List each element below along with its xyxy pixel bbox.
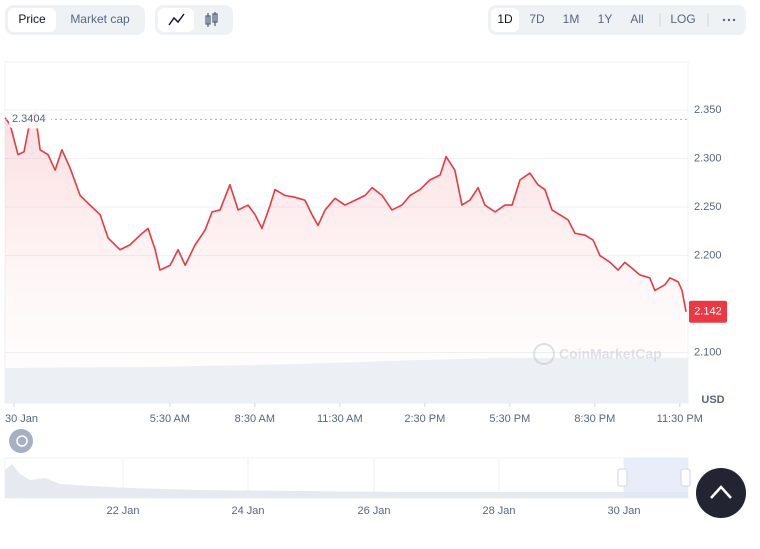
candle-icon[interactable] (205, 12, 218, 27)
price-line (4, 111, 687, 312)
x-tick-label: 11:30 AM (317, 413, 363, 425)
range-button[interactable]: 1Y (598, 12, 613, 26)
price-area (5, 111, 687, 404)
x-tick-label: 8:30 AM (235, 413, 275, 425)
x-tick-label: 30 Jan (5, 413, 38, 425)
x-tick-label: 5:30 AM (150, 413, 190, 425)
navigator-label: 30 Jan (607, 505, 640, 517)
y-tick-label: 2.100 (694, 346, 722, 358)
last-price-tag (689, 300, 727, 323)
history-button[interactable] (9, 429, 33, 453)
range-selected-bg (491, 8, 519, 32)
more-button[interactable] (722, 18, 736, 22)
x-tick-label: 11:30 PM (657, 413, 703, 425)
history-icon (16, 435, 28, 447)
range-button[interactable]: All (630, 12, 643, 26)
tab-selected-bg (8, 8, 56, 32)
watermark-text: CoinMarketCap (559, 346, 662, 362)
y-tick-label: 2.300 (694, 152, 722, 164)
x-tick-label: 2:30 PM (404, 413, 445, 425)
navigator-area (5, 464, 688, 498)
x-tick-label: 8:30 PM (574, 413, 615, 425)
navigator-label: 26 Jan (357, 505, 390, 517)
navigator-handle[interactable] (617, 468, 628, 487)
log-button[interactable]: LOG (670, 12, 695, 26)
line-icon (168, 13, 185, 26)
navigator-label: 28 Jan (482, 505, 515, 517)
scroll-top-button[interactable] (696, 468, 746, 518)
range-button[interactable]: 7D (529, 12, 545, 26)
y-tick-label: 2.200 (694, 249, 722, 261)
reference-label: 2.3404 (12, 113, 46, 125)
volume-area (5, 358, 688, 403)
y-tick-label: 2.350 (694, 104, 722, 116)
reference-tag-bg (9, 110, 51, 129)
navigator-handle[interactable] (680, 468, 691, 487)
y-tick-label: 2.250 (694, 201, 722, 213)
navigator-label: 24 Jan (231, 505, 264, 517)
range-button[interactable]: 1D (497, 12, 513, 26)
tab-button[interactable]: Market cap (70, 12, 130, 26)
range-group (488, 5, 746, 35)
y-unit: USD (701, 394, 724, 406)
range-button[interactable]: 1M (563, 12, 580, 26)
scroll-top-icon (710, 485, 732, 499)
navigator-selection[interactable] (624, 458, 688, 498)
last-price-label: 2.142 (694, 306, 722, 318)
navigator-label: 22 Jan (106, 505, 139, 517)
x-tick-label: 5:30 PM (489, 413, 530, 425)
tab-button[interactable]: Price (18, 12, 46, 26)
watermark: CoinMarketCap (533, 343, 662, 365)
